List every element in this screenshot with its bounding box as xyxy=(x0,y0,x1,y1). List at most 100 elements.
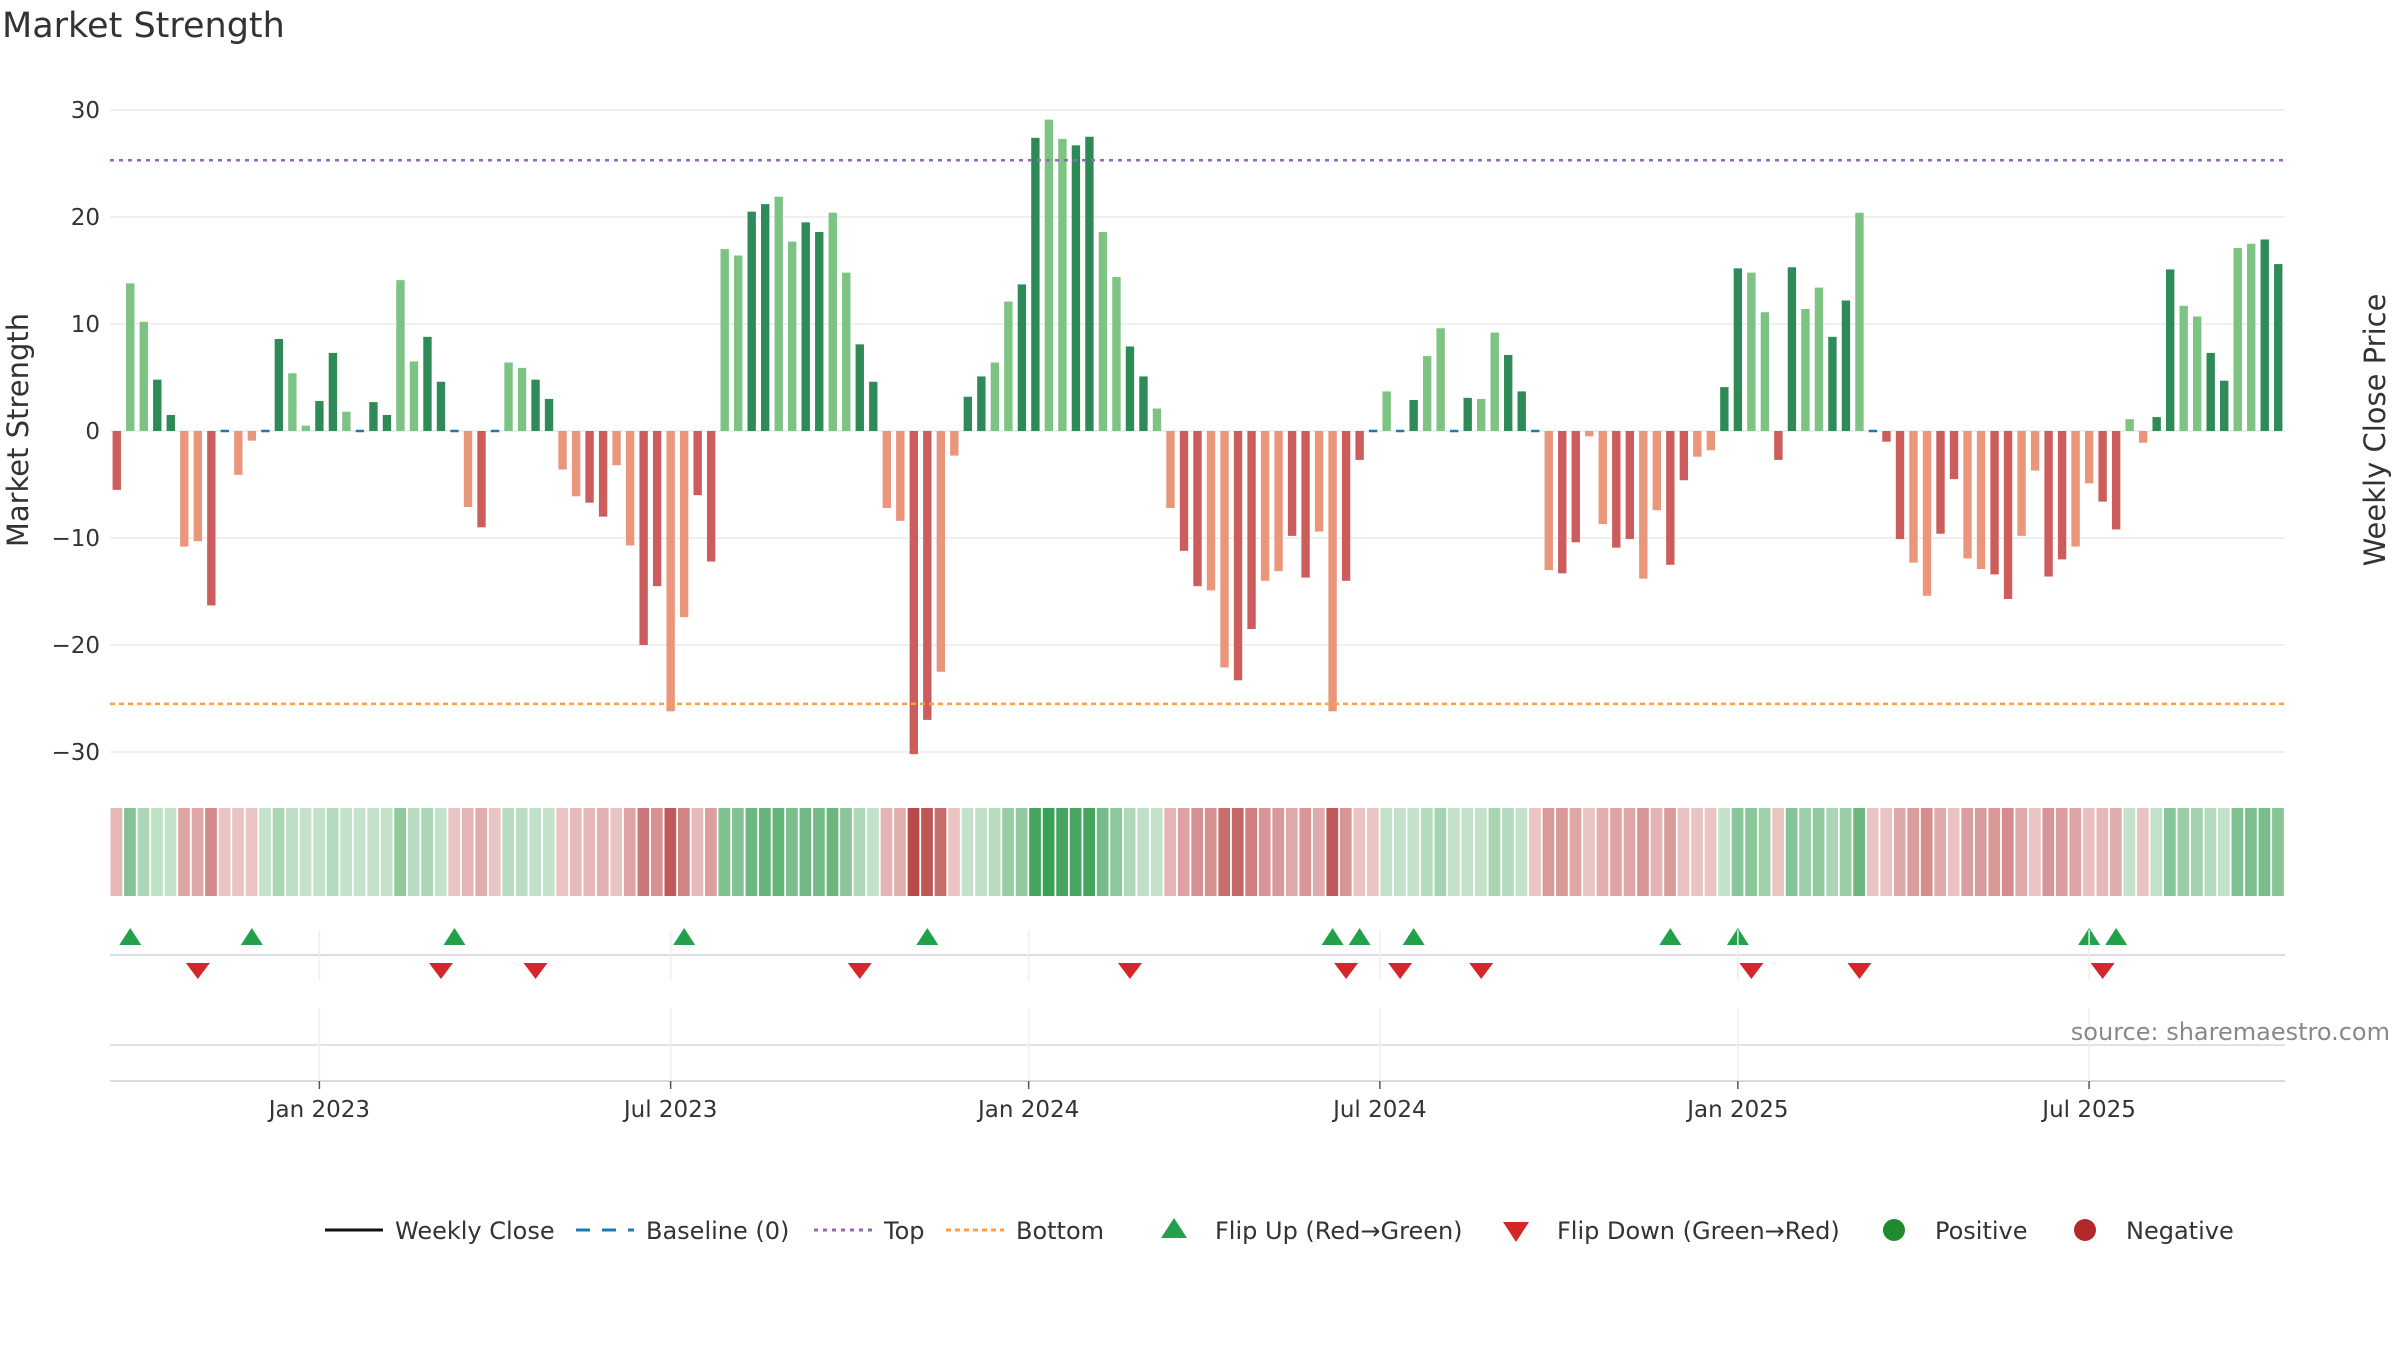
strip-cell xyxy=(1096,808,1109,896)
strip-cell xyxy=(434,808,447,896)
legend: Weekly Close Baseline (0) Top Bottom Flip Up… xyxy=(325,1217,2234,1245)
strip-cell xyxy=(1353,808,1366,896)
strip-cell xyxy=(110,808,123,896)
strength-bar xyxy=(382,414,392,431)
strip-cell xyxy=(1407,808,1420,896)
strength-bar xyxy=(2017,431,2026,536)
strength-bar xyxy=(1085,136,1094,431)
strip-cell xyxy=(2177,808,2190,896)
reference-lines xyxy=(110,159,2285,706)
x-tick-label: Jul 2023 xyxy=(622,1097,718,1123)
strength-bar xyxy=(2030,431,2040,471)
strip-cell xyxy=(421,808,434,896)
flip-down-marker xyxy=(1388,963,1413,979)
strip-cell xyxy=(1421,808,1433,896)
strip-cell xyxy=(340,808,352,896)
y-tick-left: 0 xyxy=(85,419,100,445)
strip-cell xyxy=(1272,808,1285,896)
strip-cell xyxy=(705,808,717,896)
strip-cell xyxy=(826,808,839,896)
strip-cell xyxy=(1677,808,1690,896)
legend-swatch xyxy=(1161,1218,1187,1238)
strength-bar xyxy=(1477,398,1486,431)
strip-cell xyxy=(556,808,569,896)
y-tick-left: −30 xyxy=(51,740,100,766)
strip-cell xyxy=(164,808,177,896)
legend-item-baseline: Baseline (0) xyxy=(576,1217,789,1245)
strength-bar xyxy=(247,431,257,441)
strength-bar xyxy=(1504,355,1513,431)
strength-bar xyxy=(1382,391,1391,431)
strength-bar xyxy=(1355,431,1364,460)
strip-cell xyxy=(1947,808,1960,896)
strip-cell xyxy=(1110,808,1122,896)
strip-cell xyxy=(1880,808,1893,896)
strip-cell xyxy=(1123,808,1136,896)
strength-bar xyxy=(652,431,662,587)
strength-bar xyxy=(761,204,770,431)
strip-cell xyxy=(961,808,974,896)
x-tick-label: Jan 2024 xyxy=(976,1097,1079,1123)
y-tick-left: −10 xyxy=(51,526,100,552)
strength-bar xyxy=(1558,431,1567,574)
strip-cell xyxy=(799,808,812,896)
strip-cell xyxy=(1056,808,1068,896)
flip-up-marker xyxy=(673,928,696,945)
strength-bar xyxy=(1328,431,1337,712)
strip-cell xyxy=(1785,808,1798,896)
strip-cell xyxy=(677,808,690,896)
flip-down-marker xyxy=(2090,963,2115,979)
strip-cell xyxy=(124,808,136,896)
strength-bar xyxy=(1031,137,1040,431)
strength-bar xyxy=(436,381,446,431)
strength-bar xyxy=(2165,269,2175,431)
strip-cell xyxy=(772,808,785,896)
strip-cell xyxy=(637,808,650,896)
strip-cell xyxy=(1974,808,1987,896)
strip-cell xyxy=(786,808,798,896)
strip-cell xyxy=(2218,808,2230,896)
strip-cell xyxy=(2164,808,2176,896)
strength-bar xyxy=(1895,431,1905,540)
strip-cell xyxy=(475,808,488,896)
strength-bar xyxy=(1612,431,1621,548)
strip-cell xyxy=(718,808,731,896)
flip-up-marker xyxy=(1402,928,1425,945)
strength-bar xyxy=(139,321,148,431)
strength-bar xyxy=(1801,309,1810,431)
strength-bar xyxy=(2111,431,2121,530)
strip-cell xyxy=(1745,808,1757,896)
strip-cell xyxy=(1299,808,1312,896)
strip-cell xyxy=(542,808,555,896)
strip-cell xyxy=(840,808,852,896)
strength-bar xyxy=(896,431,905,521)
strip-cell xyxy=(1245,808,1258,896)
strip-cell xyxy=(988,808,1001,896)
y-tick-left: −20 xyxy=(51,633,100,659)
strength-bar xyxy=(882,431,891,509)
strength-bar xyxy=(571,431,581,497)
legend-label: Top xyxy=(883,1217,925,1245)
strength-bar xyxy=(1301,431,1310,578)
strip-cell xyxy=(2258,808,2271,896)
strength-bar xyxy=(1139,376,1148,431)
y-axis-label-left: Market Strength xyxy=(1,313,35,547)
strip-cell xyxy=(299,808,312,896)
strength-bar xyxy=(1314,431,1324,532)
strip-cell xyxy=(137,808,150,896)
strip-cell xyxy=(1015,808,1028,896)
strip-cell xyxy=(759,808,771,896)
strip-cell xyxy=(1258,808,1271,896)
strength-bar xyxy=(2193,316,2202,431)
strength-bar xyxy=(1990,431,1999,575)
strip-cell xyxy=(1150,808,1163,896)
flip-down-marker xyxy=(847,963,872,979)
strength-bar xyxy=(558,431,567,470)
strip-cell xyxy=(407,808,420,896)
strength-bar xyxy=(1585,431,1594,437)
strength-bar xyxy=(342,411,351,431)
strength-bar xyxy=(1598,431,1607,525)
flip-down-marker xyxy=(1739,963,1764,979)
strip-cell xyxy=(1569,808,1582,896)
strip-cell xyxy=(2245,808,2257,896)
